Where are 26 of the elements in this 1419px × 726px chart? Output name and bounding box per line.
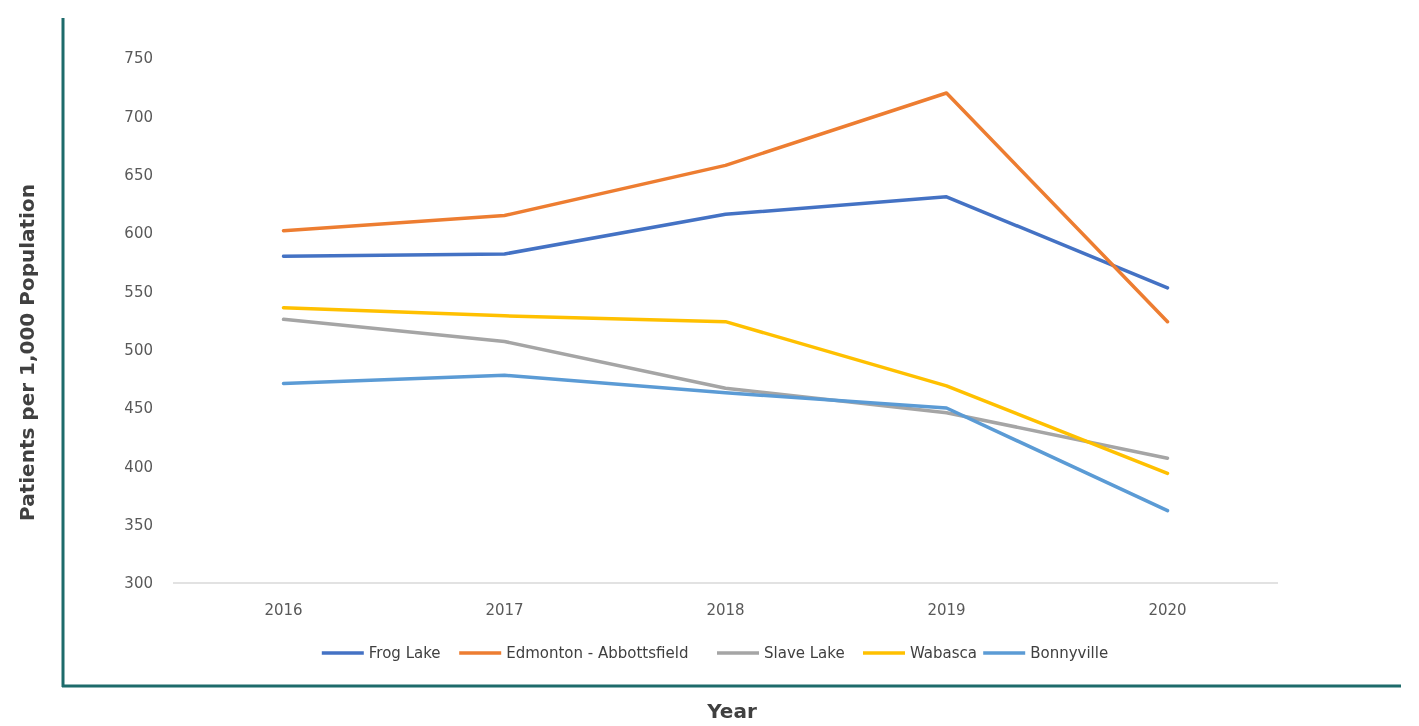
y-tick-label: 550 — [124, 282, 153, 301]
x-axis-title: Year — [706, 699, 757, 723]
x-tick-label: 2018 — [706, 601, 745, 619]
x-tick-label: 2017 — [485, 601, 524, 619]
x-tick-label: 2019 — [927, 601, 966, 619]
y-tick-label: 300 — [124, 574, 153, 593]
y-tick-label: 400 — [124, 457, 153, 476]
x-tick-label: 2020 — [1148, 601, 1187, 619]
line-series — [281, 305, 1170, 476]
y-tick-label: 450 — [124, 399, 153, 418]
legend-label: Frog Lake — [368, 644, 441, 663]
line-series — [281, 373, 1170, 513]
line-series — [281, 91, 1170, 324]
x-tick-label: 2016 — [264, 601, 303, 619]
y-tick-label: 500 — [124, 340, 153, 359]
y-tick-label: 350 — [124, 515, 153, 534]
legend-label: Slave Lake — [764, 644, 845, 663]
line-series — [281, 195, 1170, 290]
legend-label: Bonnyville — [1030, 644, 1109, 663]
y-axis-title: Patients per 1,000 Population — [15, 184, 39, 521]
y-tick-label: 700 — [124, 107, 153, 126]
y-tick-label: 600 — [124, 224, 153, 243]
y-tick-label: 650 — [124, 165, 153, 184]
legend-label: Edmonton - Abbottsfield — [506, 644, 689, 663]
y-tick-label: 750 — [124, 49, 153, 68]
legend-label: Wabasca — [910, 644, 978, 663]
